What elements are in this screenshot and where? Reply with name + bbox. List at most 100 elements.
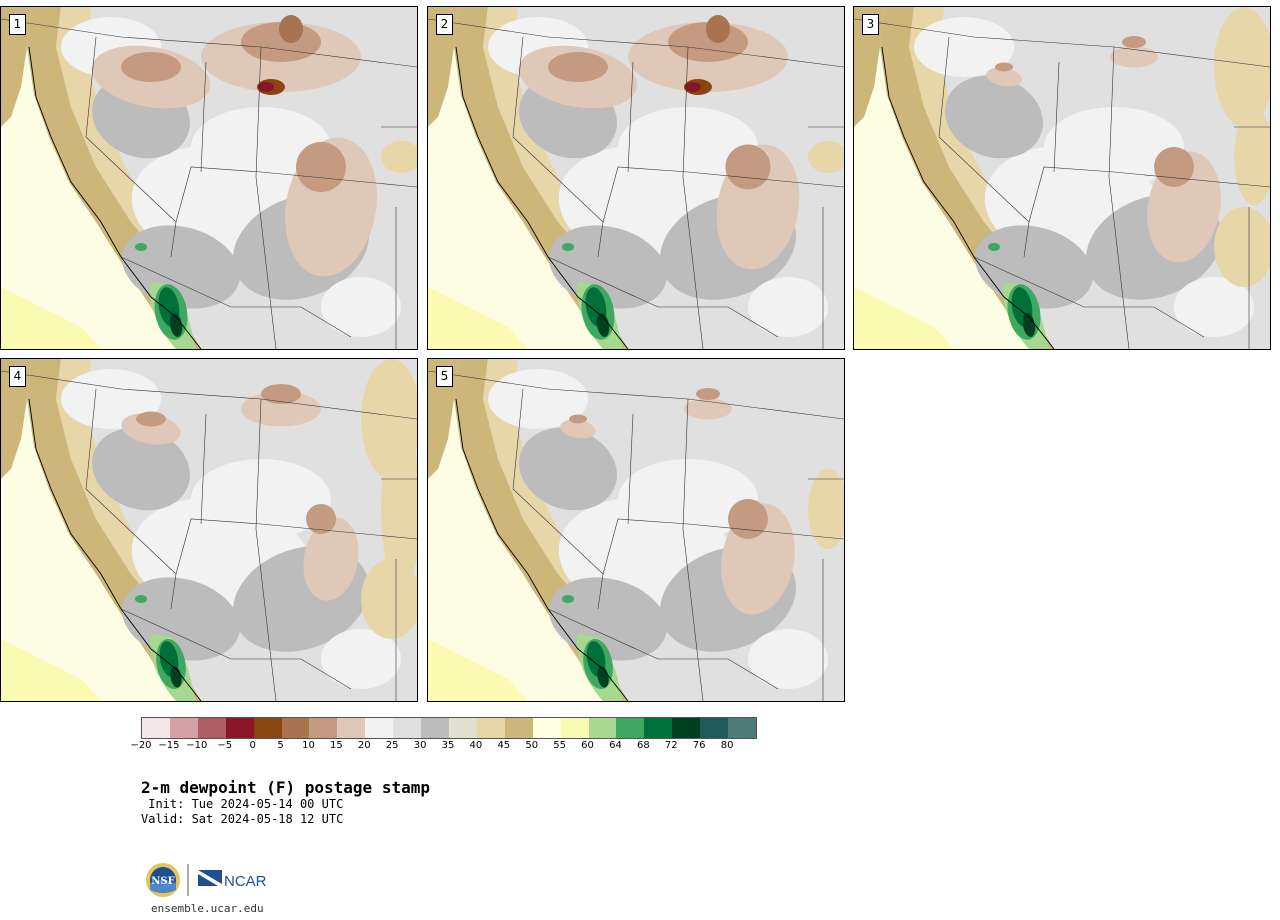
colorbar-tick-label: 5 <box>277 740 284 751</box>
colorbar-tick-label: 50 <box>525 740 539 751</box>
colorbar-tick-label: −20 <box>130 740 152 751</box>
dewpoint-region <box>321 277 401 337</box>
dewpoint-region <box>136 411 166 427</box>
pacific-nw-strip <box>854 7 884 127</box>
dewpoint-region <box>597 666 609 688</box>
colorbar-swatch <box>588 718 617 738</box>
colorbar-tick-label: 15 <box>329 740 343 751</box>
state-borders <box>1 370 417 701</box>
dewpoint-region <box>596 313 610 337</box>
state-border-line <box>547 608 779 690</box>
map-panel-5: 5 <box>427 358 845 702</box>
valid-time: Valid: Sat 2024-05-18 12 UTC <box>141 812 344 826</box>
colorbar-tick-label: 72 <box>664 740 678 751</box>
offshore-area <box>428 469 568 701</box>
colorbar-tick-label: 76 <box>692 740 706 751</box>
dewpoint-region <box>279 15 303 43</box>
state-border-line <box>270 658 277 701</box>
state-border-line <box>1 18 417 68</box>
dewpoint-region <box>1214 7 1270 127</box>
colorbar-ticks: −20 −15 −10 −5 0 5 10 15 20 25 30 35 40 45 50 55 60 64 68 7… <box>130 740 755 756</box>
state-borders <box>428 370 844 701</box>
colorbar-swatch <box>142 718 170 738</box>
pacific-nw-strip <box>428 359 458 479</box>
dewpoint-region <box>748 629 828 689</box>
dewpoint-region <box>381 429 417 589</box>
colorbar-tick-label: 55 <box>553 740 566 751</box>
dewpoint-region <box>135 595 147 603</box>
offshore-moist <box>428 287 528 349</box>
dewpoint-region <box>121 52 181 82</box>
dewpoint-region <box>685 82 701 92</box>
dewpoint-map <box>428 7 844 349</box>
dewpoint-region <box>684 398 732 420</box>
coastline <box>28 46 202 349</box>
colorbar-tick-label: 80 <box>720 740 734 751</box>
colorbar-tick-label: 45 <box>497 740 511 751</box>
dewpoint-region <box>560 419 596 439</box>
coastline <box>455 46 629 349</box>
dewpoint-region <box>135 243 147 251</box>
colorbar-swatch <box>197 718 226 738</box>
dewpoint-map <box>1 359 417 701</box>
state-border-line <box>120 608 352 690</box>
dewpoint-region <box>1174 277 1254 337</box>
panel-number-label: 1 <box>9 14 26 35</box>
dewpoint-region <box>548 52 608 82</box>
state-border-line <box>627 413 634 525</box>
state-border-line <box>175 518 417 575</box>
panel-number-label: 2 <box>436 14 453 35</box>
state-border-line <box>1123 306 1130 349</box>
panel-number-label: 3 <box>862 14 879 35</box>
colorbar-tick-label: 10 <box>302 740 315 751</box>
colorbar-swatch <box>504 718 533 738</box>
colorbar-swatch <box>560 718 589 738</box>
dewpoint-region <box>562 595 574 603</box>
credit-url: ensemble.ucar.edu <box>151 902 264 915</box>
pacific-nw-strip <box>1 359 31 479</box>
dewpoint-region <box>725 144 771 190</box>
coastline <box>28 398 202 701</box>
colorbar-swatch <box>728 718 756 738</box>
dewpoint-region <box>261 384 301 404</box>
dewpoint-region <box>1122 36 1146 48</box>
dewpoint-region <box>381 141 417 173</box>
colorbar-swatch <box>421 718 449 738</box>
state-border-line <box>1108 46 1125 308</box>
dewpoint-region <box>1154 147 1194 187</box>
dewpoint-region <box>618 459 758 539</box>
ncar-logo-text: NCAR <box>224 873 267 890</box>
dewpoint-region <box>808 141 844 173</box>
dewpoint-region <box>728 499 768 539</box>
pacific-nw-strip <box>428 7 458 127</box>
state-border-line <box>602 166 844 223</box>
colorbar-swatch <box>476 718 505 738</box>
state-border-line <box>512 36 604 258</box>
state-border-line <box>697 658 704 701</box>
colorbar-swatch <box>281 718 310 738</box>
dewpoint-region <box>296 142 346 192</box>
state-border-line <box>1028 166 1270 223</box>
state-border-line <box>120 256 352 338</box>
dewpoint-region <box>321 629 401 689</box>
state-borders <box>854 18 1270 349</box>
colorbar-swatch <box>448 718 477 738</box>
map-panel-3: 3 <box>853 6 1271 350</box>
offshore-area <box>854 117 994 349</box>
dewpoint-region <box>169 313 183 337</box>
panel-number-label: 5 <box>436 366 453 387</box>
colorbar-tick-label: 25 <box>385 740 399 751</box>
dewpoint-region <box>748 277 828 337</box>
coastline <box>455 398 629 701</box>
pacific-nw-strip <box>1 7 31 127</box>
dewpoint-region <box>808 469 844 549</box>
dewpoint-region <box>1110 46 1158 68</box>
map-panel-4: 4 <box>0 358 418 702</box>
colorbar-swatch <box>644 718 673 738</box>
state-border-line <box>428 370 844 420</box>
state-border-line <box>682 398 699 660</box>
dewpoint-region <box>121 413 181 445</box>
dewpoint-region <box>1044 107 1184 187</box>
state-border-line <box>1 370 417 420</box>
state-border-line <box>697 306 704 349</box>
